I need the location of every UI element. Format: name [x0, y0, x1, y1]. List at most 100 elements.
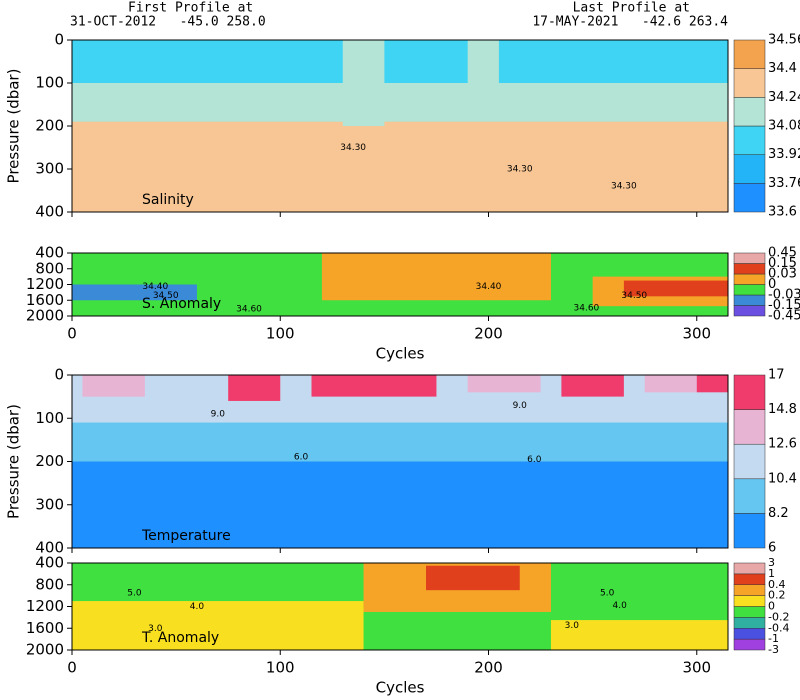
y-tick-label: 1600 [26, 619, 64, 637]
field-region [623, 280, 728, 297]
colorbar-label: -0.4 [768, 621, 789, 634]
field-region [467, 40, 499, 105]
colorbar-segment [733, 573, 766, 585]
field-region [72, 601, 364, 650]
last-profile-info: 17-MAY-2021 -42.6 263.4 [532, 15, 728, 30]
contour-label: 34.40 [476, 282, 502, 292]
first-profile-info: 31-OCT-2012 -45.0 258.0 [70, 15, 266, 30]
colorbar-segment [733, 97, 766, 127]
y-tick-label: 800 [35, 575, 64, 593]
field [72, 40, 728, 212]
colorbar-segment [733, 125, 766, 155]
y-tick-label: 800 [35, 259, 64, 277]
colorbar-segment [733, 68, 766, 98]
x-tick-label: 0 [67, 325, 77, 343]
contour-label: 5.0 [600, 588, 615, 598]
last-profile-title: Last Profile at [573, 1, 690, 16]
colorbar-segment [733, 305, 766, 317]
colorbar-label: 3 [768, 556, 775, 569]
field-region [342, 40, 385, 126]
y-tick-label: 300 [35, 495, 64, 513]
colorbar-label: 33.6 [768, 205, 797, 220]
field-region [696, 375, 728, 393]
y-tick-label: 0 [54, 366, 64, 384]
colorbar-label: 34.24 [768, 90, 800, 105]
contour-label: 9.0 [513, 401, 528, 411]
colorbar-label: 0.45 [768, 246, 797, 261]
y-tick-label: 1600 [26, 291, 64, 309]
contour-label: 34.60 [574, 304, 600, 314]
y-tick-label: 1200 [26, 597, 64, 615]
colorbar-segment [733, 252, 766, 264]
colorbar-segment [733, 443, 766, 480]
colorbar-label: 0.15 [768, 256, 797, 271]
field-region [82, 375, 145, 397]
y-axis-label: Pressure (dbar) [5, 69, 23, 184]
contour-label: 34.60 [236, 304, 262, 314]
x-tick-label: 300 [682, 659, 711, 677]
contour-label: 34.30 [507, 165, 533, 175]
colorbar-segment [733, 294, 766, 306]
field [72, 563, 728, 650]
x-tick-label: 300 [682, 325, 711, 343]
colorbar-label: 0.03 [768, 267, 797, 282]
y-tick-label: 400 [35, 244, 64, 262]
panel-title: S. Anomaly [142, 296, 221, 312]
colorbar-segment [733, 154, 766, 184]
colorbar-segment [733, 409, 766, 445]
colorbar-label: 14.8 [768, 402, 797, 417]
colorbar-label: 34.56 [768, 33, 800, 48]
contour-label: 3.0 [148, 624, 163, 634]
y-tick-label: 100 [35, 74, 64, 92]
colorbar-label: -3 [768, 643, 779, 656]
contour-label: 4.0 [613, 601, 628, 611]
colorbar-label: 0 [768, 600, 775, 613]
field-region [72, 40, 728, 83]
colorbar-label: 6 [768, 541, 776, 556]
y-tick-label: 300 [35, 160, 64, 178]
colorbar-segment [733, 374, 766, 410]
field-region [644, 375, 697, 393]
field [72, 375, 728, 548]
colorbar-segment [733, 562, 766, 575]
contour-label: 6.0 [527, 455, 542, 465]
contour-label: 3.0 [565, 621, 580, 631]
panel-title: Salinity [142, 192, 194, 208]
x-tick-label: 200 [474, 659, 503, 677]
field-region [426, 565, 520, 591]
colorbar-segment [733, 628, 766, 640]
x-axis-label: Cycles [376, 679, 425, 697]
colorbar-label: 33.92 [768, 147, 800, 162]
colorbar-label: -0.15 [768, 298, 800, 313]
contour-label: 4.0 [190, 602, 205, 612]
x-tick-label: 100 [266, 659, 295, 677]
colorbar-segment [733, 478, 766, 514]
y-tick-label: 200 [35, 452, 64, 470]
colorbar-label: 10.4 [768, 471, 797, 486]
colorbar-label: 17 [768, 368, 785, 383]
y-tick-label: 400 [35, 554, 64, 572]
field-region [561, 375, 624, 397]
field-region [72, 284, 197, 301]
field-region [311, 375, 437, 397]
y-tick-label: 400 [35, 539, 64, 557]
y-axis-label: Pressure (dbar) [5, 404, 23, 519]
y-tick-label: 100 [35, 409, 64, 427]
y-tick-label: 0 [54, 31, 64, 49]
colorbar-label: -0.45 [768, 309, 800, 324]
colorbar-segment [733, 263, 766, 275]
contour-label: 6.0 [294, 453, 309, 463]
colorbar-segment [733, 638, 766, 651]
x-tick-label: 200 [474, 325, 503, 343]
contour-label: 34.50 [153, 291, 179, 301]
colorbar-segment [733, 39, 766, 69]
colorbar-label: 0 [768, 277, 776, 292]
field [72, 253, 728, 316]
colorbar-segment [733, 606, 766, 618]
y-tick-label: 2000 [26, 641, 64, 659]
contour-label: 34.30 [340, 143, 366, 153]
contour-label: 34.40 [142, 282, 168, 292]
panel-title: Temperature [141, 528, 231, 544]
colorbar-label: 34.4 [768, 61, 797, 76]
colorbar-segment [733, 284, 766, 296]
